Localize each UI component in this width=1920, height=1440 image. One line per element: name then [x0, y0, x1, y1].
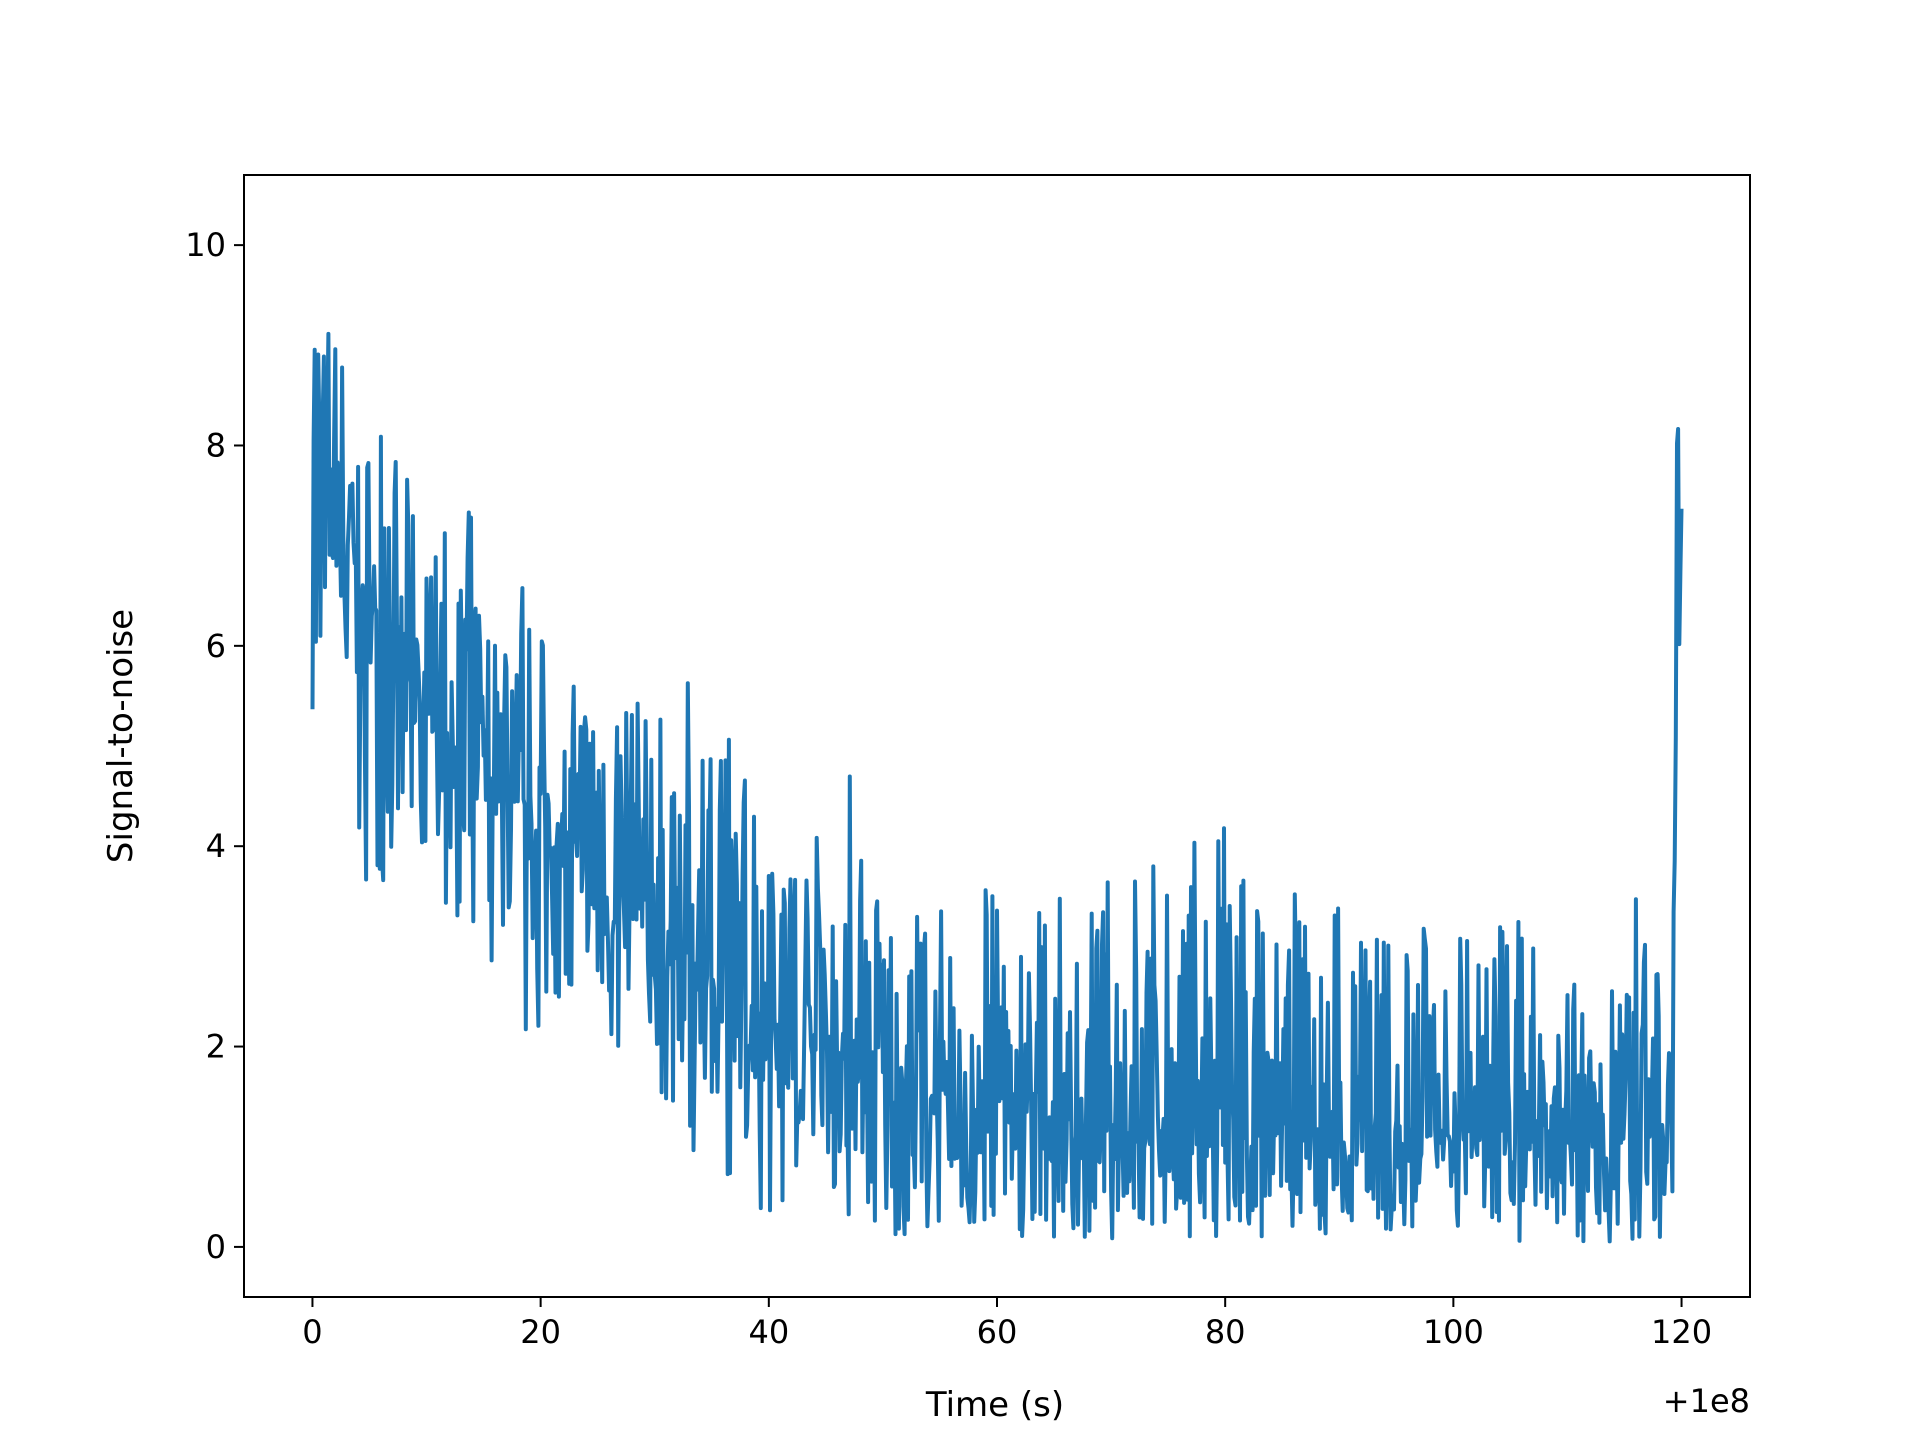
x-tick-label: 40 — [748, 1313, 789, 1351]
y-tick-label: 10 — [185, 226, 226, 264]
x-tick-label: 20 — [520, 1313, 561, 1351]
x-tick-label: 100 — [1423, 1313, 1484, 1351]
y-tick-label: 6 — [206, 627, 226, 665]
y-tick-label: 4 — [206, 827, 226, 865]
x-tick-label: 60 — [977, 1313, 1018, 1351]
series-line-0 — [310, 331, 1684, 1244]
y-axis-label: Signal-to-noise — [101, 609, 141, 863]
y-tick-label: 2 — [206, 1028, 226, 1066]
y-tick-label: 0 — [206, 1228, 226, 1266]
x-axis: 0 20 40 60 80 100 120 — [302, 1297, 1712, 1351]
series-layer — [310, 331, 1684, 1244]
x-tick-label: 120 — [1651, 1313, 1712, 1351]
y-axis: 0 2 4 6 8 10 — [185, 226, 244, 1266]
x-axis-label: Time (s) — [925, 1385, 1064, 1425]
x-tick-label: 80 — [1205, 1313, 1246, 1351]
x-offset-label: +1e8 — [1663, 1382, 1750, 1420]
x-tick-label: 0 — [302, 1313, 322, 1351]
y-tick-label: 8 — [206, 426, 226, 464]
